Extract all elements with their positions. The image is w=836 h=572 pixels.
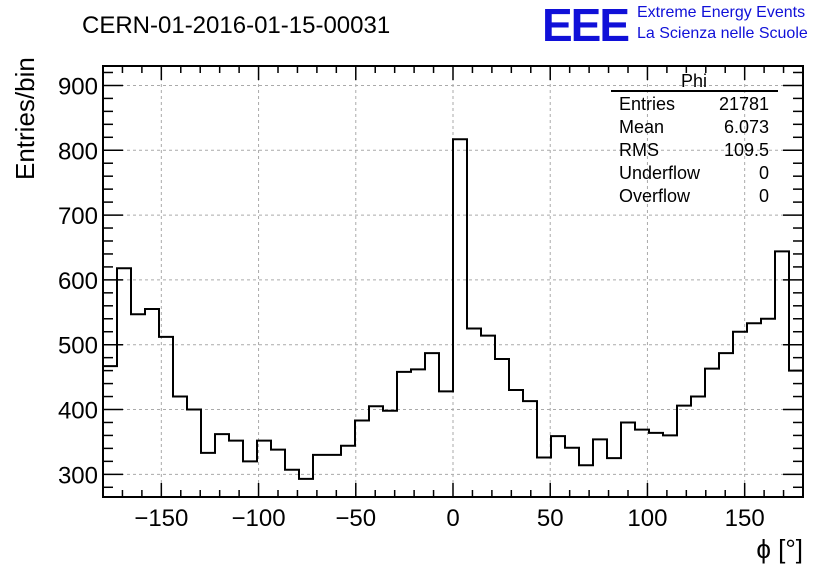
x-tick-label: −100	[232, 505, 286, 532]
stats-row-label: Overflow	[619, 186, 691, 206]
stats-row-value: 6.073	[724, 117, 769, 137]
stats-row-label: Entries	[619, 94, 675, 114]
x-axis-label: ϕ [°]	[756, 534, 803, 564]
x-tick-label: 0	[446, 505, 459, 532]
y-tick-label: 400	[58, 398, 98, 425]
axis-ticks	[102, 66, 804, 497]
stats-box-rows: Entries 21781 Mean 6.073 RMS 109.5 Underflow 0 O…	[619, 94, 769, 206]
stats-row-label: Mean	[619, 117, 664, 137]
y-tick-label: 300	[58, 462, 98, 489]
eee-logo-line-2: La Scienza nelle Scuole	[637, 25, 808, 42]
x-tick-label: −150	[134, 505, 188, 532]
stats-row-label: Underflow	[619, 163, 701, 183]
y-tick-label: 700	[58, 203, 98, 230]
y-tick-label: 600	[58, 268, 98, 295]
y-tick-label: 900	[58, 73, 98, 100]
run-title: CERN-01-2016-01-15-00031	[82, 12, 391, 39]
stats-box-title: Phi	[681, 71, 707, 91]
histogram-series	[103, 138, 803, 480]
x-tick-label: 100	[627, 505, 667, 532]
stats-box: Phi Entries 21781 Mean 6.073 RMS 109.5 Underfl…	[611, 71, 778, 206]
x-tick-label: 50	[537, 505, 564, 532]
stats-row-value: 0	[759, 186, 769, 206]
y-axis-label: Entries/bin	[10, 57, 40, 180]
eee-logo-line-1: Extreme Energy Events	[637, 4, 806, 21]
y-tick-label: 500	[58, 333, 98, 360]
axis-tick-labels: −150 −100 −50 0 50 100 150 300 400 500 600 700 800 90…	[58, 73, 765, 532]
stats-row-value: 21781	[719, 94, 769, 114]
stats-row-label: RMS	[619, 140, 659, 160]
x-tick-label: −50	[335, 505, 376, 532]
y-tick-label: 800	[58, 138, 98, 165]
stats-row-value: 109.5	[724, 140, 769, 160]
x-tick-label: 150	[725, 505, 765, 532]
eee-logo: EEE	[542, 0, 630, 51]
stats-row-value: 0	[759, 163, 769, 183]
